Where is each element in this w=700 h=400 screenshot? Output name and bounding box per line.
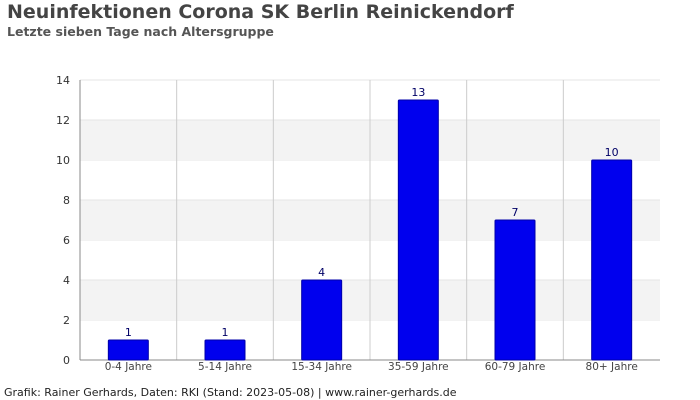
- bar-35-59-jahre: [397, 99, 439, 361]
- bar-0-4-jahre: [107, 339, 149, 361]
- x-tick-label: 80+ Jahre: [586, 361, 638, 373]
- x-tick-label: 35-59 Jahre: [388, 361, 449, 373]
- data-label: 1: [125, 326, 132, 339]
- data-label: 10: [605, 146, 619, 159]
- bars: [107, 99, 633, 361]
- data-label: 13: [411, 86, 425, 99]
- bar-80-jahre: [591, 159, 633, 361]
- y-tick-label: 4: [63, 274, 70, 287]
- bar-15-34-jahre: [301, 279, 343, 361]
- y-tick-label: 0: [63, 354, 70, 367]
- data-label: 1: [222, 326, 229, 339]
- chart-subtitle: Letzte sieben Tage nach Altersgruppe: [7, 24, 274, 39]
- source-footer: Grafik: Rainer Gerhards, Daten: RKI (Sta…: [4, 386, 457, 399]
- x-tick-label: 5-14 Jahre: [198, 361, 252, 373]
- x-tick-label: 0-4 Jahre: [105, 361, 152, 373]
- x-tick-label: 15-34 Jahre: [291, 361, 352, 373]
- bar-60-79-jahre: [494, 219, 536, 361]
- x-tick-labels: 0-4 Jahre 5-14 Jahre 15-34 Jahre 35-59 Jahr…: [105, 361, 638, 373]
- data-label: 7: [512, 206, 519, 219]
- bar-5-14-jahre: [204, 339, 246, 361]
- y-tick-labels: 0 2 4 6 8 10 12 14: [56, 74, 70, 367]
- y-tick-label: 14: [56, 74, 70, 87]
- y-tick-label: 8: [63, 194, 70, 207]
- data-labels: 1 1 4 13 7 10: [125, 86, 619, 339]
- y-tick-label: 10: [56, 154, 70, 167]
- y-tick-label: 6: [63, 234, 70, 247]
- data-label: 4: [318, 266, 325, 279]
- y-tick-label: 12: [56, 114, 70, 127]
- axes: [79, 80, 660, 361]
- x-tick-label: 60-79 Jahre: [485, 361, 546, 373]
- chart-title: Neuinfektionen Corona SK Berlin Reinicke…: [7, 1, 514, 23]
- vertical-gridlines: [176, 80, 564, 360]
- y-tick-label: 2: [63, 314, 70, 327]
